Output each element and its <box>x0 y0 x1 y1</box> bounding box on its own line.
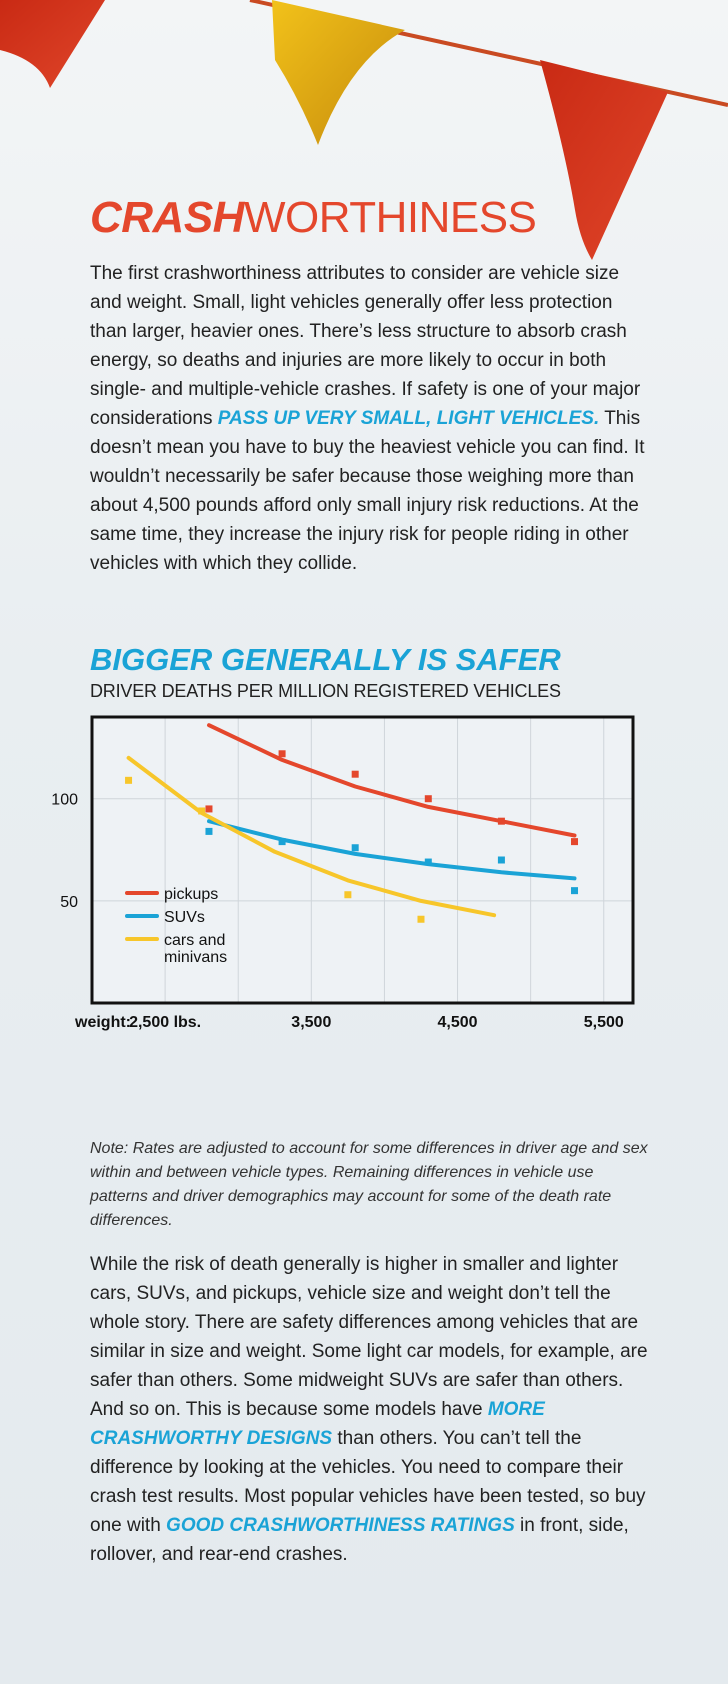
closing-text-1: While the risk of death generally is hig… <box>90 1254 648 1420</box>
intro-paragraph: The first crashworthiness attributes to … <box>90 259 650 578</box>
legend-label-suvs: SUVs <box>164 909 205 926</box>
pennant-banner-decoration <box>0 0 728 260</box>
headline-emphasis: CRASH <box>90 193 244 242</box>
intro-highlight: PASS UP VERY SMALL, LIGHT VEHICLES. <box>217 408 600 429</box>
chart-subtitle: DRIVER DEATHS PER MILLION REGISTERED VEH… <box>90 681 561 701</box>
closing-highlight-1: MORE CRASHWORTHY DESIGNS <box>90 1399 545 1449</box>
y-tick-label: 50 <box>60 894 78 911</box>
section-headline: CRASHWORTHINESS <box>90 196 650 240</box>
data-point-cars <box>198 807 206 815</box>
data-point-cars <box>344 891 352 899</box>
headline-rest: WORTHINESS <box>243 193 537 242</box>
data-point-suvs <box>424 858 432 866</box>
data-point-cars <box>417 915 425 923</box>
chart-note: Note: Rates are adjusted to account for … <box>90 1140 648 1229</box>
legend-label-pickups: pickups <box>164 886 218 903</box>
series-line-cars <box>126 755 497 918</box>
series-line-suvs <box>207 819 577 881</box>
plot-area <box>92 717 633 1003</box>
x-tick-label: 4,500 <box>438 1014 478 1031</box>
data-point-pickups <box>278 750 286 758</box>
red-pennant-right <box>540 60 668 260</box>
x-tick-label: 3,500 <box>291 1014 331 1031</box>
legend-label-cars: cars and <box>164 932 225 949</box>
legend-label-cars: minivans <box>164 949 227 966</box>
y-tick-label: 100 <box>51 792 78 809</box>
x-tick-label: 5,500 <box>584 1014 624 1031</box>
data-point-pickups <box>497 817 505 825</box>
intro-text-after: This doesn’t mean you have to buy the he… <box>90 408 645 574</box>
data-point-cars <box>125 776 133 784</box>
chart-title: BIGGER GENERALLY IS SAFER <box>90 642 561 677</box>
death-rate-line-chart: 100 50 weight:2,500 lbs. 3,500 4,500 5,500 pic… <box>51 715 635 1031</box>
closing-paragraph: While the risk of death generally is hig… <box>90 1250 650 1569</box>
x-tick-label: 2,500 lbs. <box>129 1014 201 1031</box>
plot-frame <box>90 715 635 1005</box>
data-point-suvs <box>571 887 579 895</box>
data-point-suvs <box>205 827 213 835</box>
red-pennant-left <box>0 0 105 88</box>
data-point-pickups <box>571 838 579 846</box>
intro-text-before: The first crashworthiness attributes to … <box>90 263 641 429</box>
data-point-suvs <box>278 838 286 846</box>
yellow-pennant <box>272 0 405 145</box>
closing-text-2: than others. You can’t tell the differen… <box>90 1428 646 1536</box>
series-line-pickups <box>207 723 577 838</box>
data-point-suvs <box>497 856 505 864</box>
x-axis-label: weight: <box>74 1014 131 1031</box>
data-point-suvs <box>351 844 359 852</box>
data-point-pickups <box>424 795 432 803</box>
data-point-pickups <box>351 770 359 778</box>
closing-highlight-2: GOOD CRASHWORTHINESS RATINGS <box>166 1515 515 1536</box>
closing-text-3: in front, side, rollover, and rear-end c… <box>90 1515 629 1565</box>
data-point-pickups <box>205 805 213 813</box>
